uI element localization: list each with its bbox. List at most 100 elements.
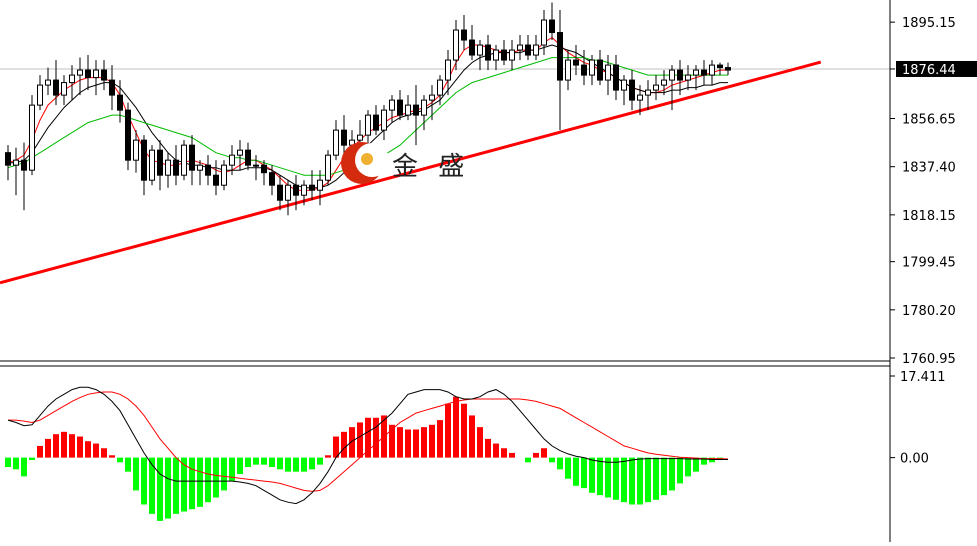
candle-body-bear xyxy=(341,129,347,146)
candle-body-bear xyxy=(189,144,195,171)
candle-body-bear xyxy=(469,39,475,56)
candle xyxy=(693,65,699,91)
histogram-bar-negative xyxy=(549,457,555,463)
histogram-bar-negative xyxy=(701,457,707,465)
histogram-bar-negative xyxy=(269,457,275,467)
candle-body-bull xyxy=(325,154,331,181)
candle xyxy=(373,105,379,136)
histogram-bar-negative xyxy=(205,457,211,503)
candle xyxy=(13,147,19,196)
candle-body-bull xyxy=(253,164,259,167)
candle xyxy=(637,85,643,116)
histogram-bar-negative xyxy=(613,457,619,500)
price-axis: 1895.15 1876.44 1856.65 1837.40 1818.15 1799.… xyxy=(889,0,977,542)
candle xyxy=(309,170,315,201)
candle xyxy=(61,75,67,106)
candle-body-bull xyxy=(77,69,83,76)
histogram-bar-negative xyxy=(677,457,683,484)
histogram-bar-positive xyxy=(501,448,507,458)
candle xyxy=(253,155,259,181)
candle xyxy=(101,60,107,91)
histogram-bar-positive xyxy=(53,434,59,458)
candle-body-bull xyxy=(621,79,627,91)
histogram-bar-negative xyxy=(181,457,187,512)
histogram-bar-negative xyxy=(693,457,699,472)
histogram-bar-negative xyxy=(573,457,579,486)
candle xyxy=(541,10,547,56)
macd-lines xyxy=(7,386,729,505)
histogram-bar-positive xyxy=(477,427,483,458)
candle xyxy=(269,165,275,196)
candle-body-bear xyxy=(629,79,635,101)
candle xyxy=(381,105,387,141)
histogram-bar-negative xyxy=(141,457,147,505)
candle-body-bull xyxy=(333,129,339,156)
candle-body-bull xyxy=(605,64,611,81)
macd-main-line xyxy=(7,386,728,505)
candle xyxy=(141,135,147,196)
candle-body-bear xyxy=(677,69,683,81)
candle-body-bull xyxy=(29,104,35,171)
current-price-label: 1876.44 xyxy=(902,63,956,78)
histogram-bar-negative xyxy=(229,457,235,482)
candle-body-bear xyxy=(373,114,379,131)
histogram-bar-positive xyxy=(85,441,91,458)
histogram-bar-negative xyxy=(165,457,171,519)
candle xyxy=(461,15,467,51)
candle-body-bear xyxy=(461,29,467,41)
candle-body-bear xyxy=(413,104,419,116)
candle xyxy=(389,95,395,123)
candle-body-bear xyxy=(613,64,619,91)
candle xyxy=(397,90,403,121)
histogram-bar-positive xyxy=(333,436,339,458)
candle-body-bull xyxy=(565,59,571,81)
candle-body-bear xyxy=(5,152,11,166)
candle xyxy=(5,145,11,181)
histogram-bar-negative xyxy=(629,457,635,505)
histogram-bar-negative xyxy=(653,457,659,500)
candle-body-bull xyxy=(709,64,715,76)
candle xyxy=(557,10,563,131)
candle xyxy=(333,120,339,161)
histogram-bar-negative xyxy=(669,457,675,491)
candle-body-bear xyxy=(701,69,707,76)
histogram-bar-positive xyxy=(429,424,435,458)
candle-body-bull xyxy=(453,29,459,61)
histogram-bar-positive xyxy=(373,417,379,458)
candle xyxy=(621,75,627,106)
candle-body-bear xyxy=(21,159,27,171)
histogram-bar-negative xyxy=(645,457,651,503)
candle-body-bear xyxy=(293,184,299,196)
candle xyxy=(453,20,459,71)
histogram-bar-positive xyxy=(541,448,547,458)
candle xyxy=(581,50,587,86)
histogram-bar-negative xyxy=(245,457,251,467)
histogram-bar-negative xyxy=(317,457,323,465)
candle xyxy=(413,85,419,146)
histogram-bar-negative xyxy=(589,457,595,493)
watermark-logo-dot xyxy=(361,153,373,165)
candle xyxy=(589,55,595,86)
histogram-bar-positive xyxy=(493,443,499,458)
candle-body-bull xyxy=(645,89,651,96)
candle xyxy=(509,40,515,71)
candle-body-bull xyxy=(13,159,19,166)
macd-signal-line xyxy=(8,391,729,492)
candle-body-bear xyxy=(501,49,507,61)
histogram-bar-negative xyxy=(597,457,603,496)
candle xyxy=(189,135,195,186)
candle-body-bear xyxy=(125,109,131,161)
candle-body-bear xyxy=(725,67,731,71)
histogram-bar-negative xyxy=(285,457,291,472)
candle-body-bear xyxy=(485,44,491,61)
histogram-bar-negative xyxy=(133,457,139,491)
trendline-layer xyxy=(0,60,822,285)
candle xyxy=(205,155,211,186)
histogram-bar-negative xyxy=(661,457,667,496)
candle xyxy=(365,110,371,146)
histogram-bar-negative xyxy=(309,457,315,470)
price-tick-label: 1799.45 xyxy=(902,256,956,271)
candle xyxy=(181,140,187,181)
watermark-text: 金 盛 xyxy=(392,152,470,182)
